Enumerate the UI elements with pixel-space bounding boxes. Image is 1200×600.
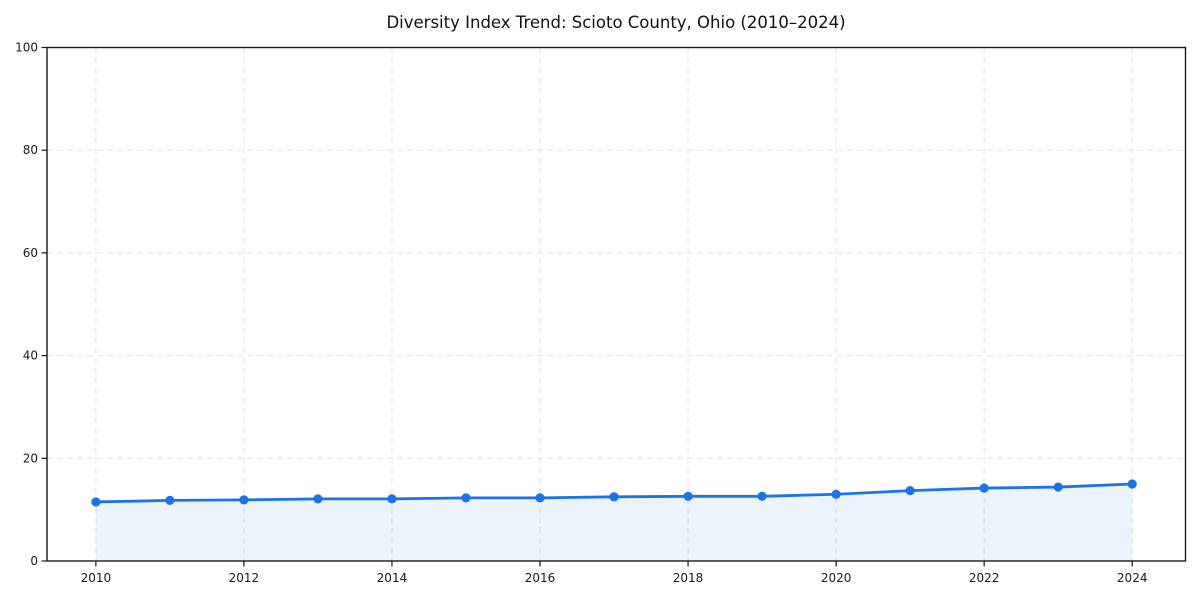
x-tick-label: 2010 [81, 571, 112, 585]
data-point-marker [165, 495, 175, 506]
data-point-marker [91, 497, 101, 507]
series-area-fill [95, 483, 1133, 561]
axes-frame [46, 46, 1187, 562]
data-point-marker [461, 493, 471, 503]
data-point-marker [239, 495, 249, 505]
y-tick-label: 40 [23, 349, 38, 363]
y-tick-label: 80 [23, 143, 38, 157]
x-tick-label: 2024 [1117, 571, 1148, 585]
x-tick-label: 2012 [229, 571, 260, 585]
y-tick-label: 60 [23, 246, 38, 260]
data-point-marker [535, 493, 545, 503]
data-point-marker [831, 489, 841, 499]
data-point-marker [313, 494, 323, 504]
data-point-marker [979, 483, 989, 493]
x-tick-label: 2022 [969, 571, 1000, 585]
data-point-marker [905, 486, 915, 496]
data-point-marker [757, 491, 767, 501]
data-point-marker [609, 492, 619, 502]
chart-title: Diversity Index Trend: Scioto County, Oh… [386, 13, 846, 32]
data-point-marker [1053, 482, 1063, 492]
x-tick-label: 2018 [673, 571, 704, 585]
y-tick-label: 100 [15, 41, 38, 55]
data-point-marker [387, 494, 397, 504]
data-point-marker [683, 491, 693, 501]
y-tick-label: 20 [23, 451, 38, 465]
x-tick-label: 2020 [821, 571, 852, 585]
y-tick-label: 0 [30, 554, 38, 568]
x-tick-label: 2016 [525, 571, 556, 585]
x-tick-label: 2014 [377, 571, 408, 585]
data-point-marker [1127, 479, 1137, 489]
